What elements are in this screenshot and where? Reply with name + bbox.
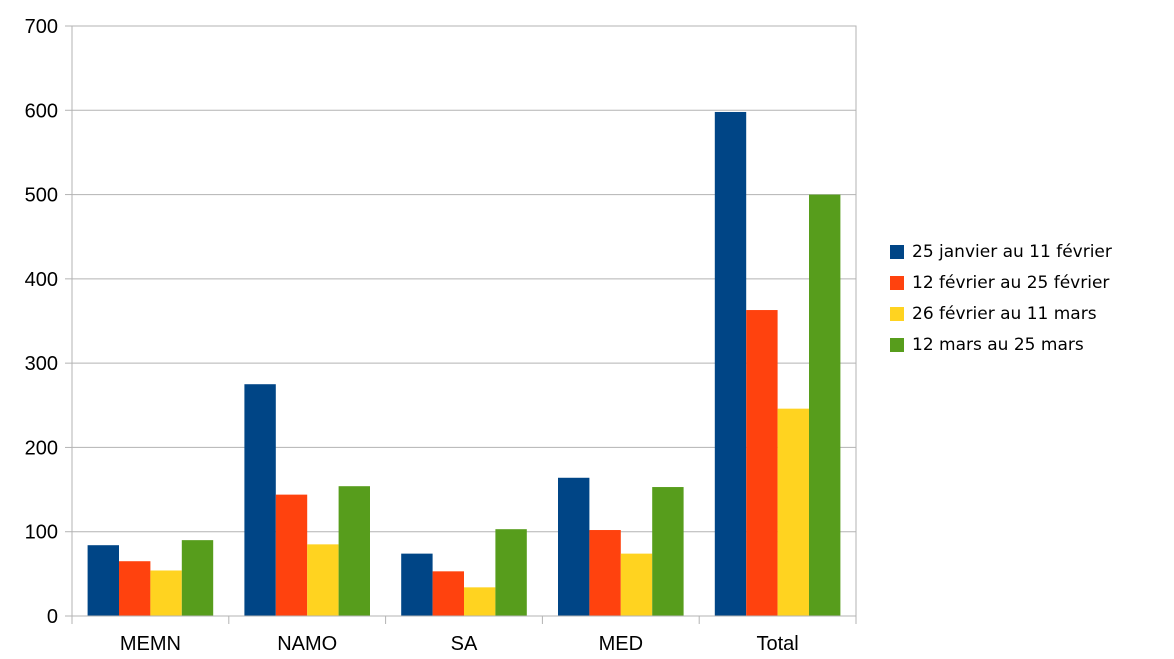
bar-namo-series-4 — [338, 486, 370, 616]
legend-swatch — [890, 244, 904, 259]
bar-sa-series-1 — [401, 553, 433, 616]
y-tick-label: 100 — [25, 522, 58, 544]
legend-swatch — [890, 306, 904, 321]
axes — [71, 25, 857, 617]
bar-sa-series-4 — [495, 529, 527, 616]
x-tick-label: SA — [451, 633, 478, 655]
legend-label: 12 mars au 25 mars — [912, 334, 1084, 355]
bar-sa-series-2 — [432, 571, 464, 616]
bar-med-series-4 — [652, 487, 684, 616]
y-tick-label: 200 — [25, 437, 58, 459]
bar-med-series-3 — [620, 553, 653, 616]
bar-memn-series-4 — [181, 540, 214, 616]
y-tick-label: 700 — [25, 16, 58, 38]
x-tick-label: MEMN — [120, 633, 181, 655]
bar-namo-series-3 — [307, 544, 339, 616]
bar-total-series-2 — [746, 310, 778, 616]
bar-sa-series-3 — [464, 587, 496, 616]
legend-item: 12 mars au 25 mars — [890, 329, 1112, 360]
y-tick-label: 300 — [25, 353, 58, 375]
legend-label: 25 janvier au 11 février — [912, 241, 1112, 262]
bar-med-series-2 — [589, 530, 621, 616]
bars — [87, 111, 841, 617]
x-axis-ticks: MEMN NAMO SA MED Total — [71, 616, 857, 655]
legend-swatch — [890, 337, 904, 352]
bar-memn-series-2 — [119, 561, 151, 616]
legend-item: 12 février au 25 février — [890, 267, 1112, 298]
x-tick-label: Total — [756, 633, 798, 655]
bar-namo-series-2 — [275, 494, 308, 616]
legend-item: 25 janvier au 11 février — [890, 236, 1112, 267]
plot-area-border — [71, 25, 857, 617]
y-tick-label: 0 — [47, 606, 58, 628]
bar-memn-series-3 — [150, 570, 182, 616]
legend: 25 janvier au 11 février 12 février au 25… — [890, 236, 1112, 360]
x-tick-label: MED — [599, 633, 643, 655]
bar-memn-series-1 — [87, 545, 119, 616]
legend-label: 26 février au 11 mars — [912, 303, 1097, 324]
bar-total-series-4 — [809, 194, 841, 617]
bar-namo-series-1 — [244, 384, 276, 616]
legend-item: 26 février au 11 mars — [890, 298, 1112, 329]
y-tick-label: 400 — [25, 269, 58, 291]
bar-total-series-1 — [714, 111, 747, 616]
y-axis-ticks: 0 100 200 300 400 500 600 700 — [25, 16, 72, 628]
x-tick-label: NAMO — [277, 633, 337, 655]
gridlines — [72, 25, 856, 617]
bar-med-series-1 — [558, 477, 590, 616]
y-tick-label: 500 — [25, 185, 58, 207]
legend-swatch — [890, 275, 904, 290]
legend-label: 12 février au 25 février — [912, 272, 1110, 293]
y-tick-label: 600 — [25, 100, 58, 122]
bar-total-series-3 — [777, 408, 809, 616]
